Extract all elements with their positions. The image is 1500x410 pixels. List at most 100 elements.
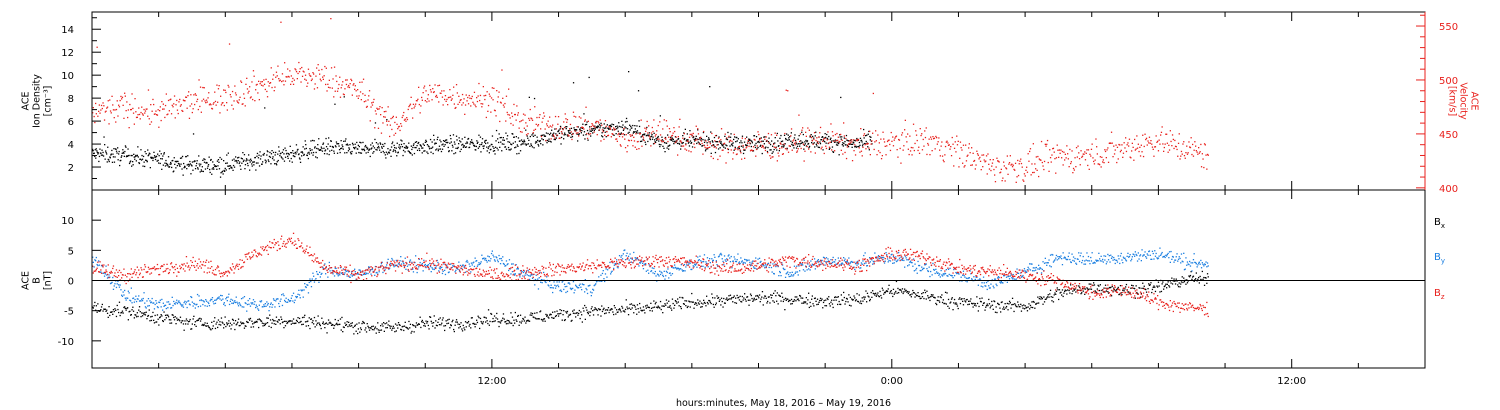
data-point xyxy=(982,304,984,306)
data-point xyxy=(953,147,956,149)
data-point xyxy=(432,91,435,94)
data-point xyxy=(266,304,269,306)
data-point xyxy=(822,149,824,151)
data-point xyxy=(570,127,573,129)
data-point xyxy=(693,138,695,141)
data-point xyxy=(1000,301,1002,304)
data-point xyxy=(253,161,255,163)
data-point xyxy=(471,139,473,141)
data-point xyxy=(1094,290,1096,292)
data-point xyxy=(159,150,161,152)
data-point xyxy=(707,148,709,150)
data-point xyxy=(712,303,714,306)
data-point xyxy=(1206,153,1209,156)
data-point xyxy=(209,171,211,174)
data-point xyxy=(808,146,810,149)
data-point xyxy=(1180,281,1183,283)
data-point xyxy=(313,140,315,142)
data-point xyxy=(377,322,379,324)
data-point xyxy=(330,67,333,69)
data-point xyxy=(149,320,151,322)
data-point xyxy=(135,300,138,303)
data-point xyxy=(793,147,795,149)
data-point xyxy=(670,136,672,138)
data-point xyxy=(121,96,124,98)
data-point xyxy=(1075,291,1077,293)
data-point xyxy=(455,84,458,86)
data-point xyxy=(1159,143,1161,145)
data-point xyxy=(919,128,921,130)
data-point xyxy=(764,136,766,138)
data-point xyxy=(426,264,429,267)
data-point xyxy=(972,152,974,154)
data-point xyxy=(581,314,583,316)
data-point xyxy=(381,323,383,325)
data-point xyxy=(406,265,409,267)
data-point xyxy=(738,299,741,301)
data-point xyxy=(155,110,157,112)
data-point xyxy=(188,165,190,167)
data-point xyxy=(372,325,374,327)
data-point xyxy=(787,298,789,300)
data-point xyxy=(1168,144,1170,146)
data-point xyxy=(272,156,274,158)
data-point xyxy=(274,154,276,156)
data-point xyxy=(1189,274,1192,277)
data-point xyxy=(233,100,235,102)
data-point xyxy=(116,304,118,307)
data-point xyxy=(816,140,819,143)
data-point xyxy=(729,294,732,296)
data-point xyxy=(297,148,299,151)
data-point xyxy=(110,153,112,155)
data-point xyxy=(173,319,176,321)
data-point xyxy=(1093,284,1096,286)
data-point xyxy=(398,144,400,146)
data-point xyxy=(370,327,372,329)
data-point xyxy=(444,144,446,146)
data-point xyxy=(376,328,378,330)
data-point xyxy=(395,147,397,149)
data-point xyxy=(547,132,549,135)
data-point xyxy=(267,317,269,319)
data-point xyxy=(411,154,413,156)
data-point xyxy=(1200,278,1202,281)
data-point xyxy=(1126,144,1128,146)
data-point xyxy=(642,139,644,141)
data-point xyxy=(857,138,860,141)
data-point xyxy=(258,318,260,320)
data-point xyxy=(269,303,272,305)
data-point xyxy=(551,129,553,131)
data-point xyxy=(624,308,627,311)
data-point xyxy=(1189,276,1191,278)
data-point xyxy=(926,153,928,156)
data-point xyxy=(512,142,514,144)
data-point xyxy=(505,95,508,97)
data-point xyxy=(502,104,505,106)
data-point xyxy=(260,301,262,303)
data-point xyxy=(837,139,839,141)
data-point xyxy=(1125,150,1128,153)
data-point xyxy=(1198,152,1200,154)
data-point xyxy=(697,302,700,304)
data-point xyxy=(569,314,571,316)
data-point xyxy=(773,146,775,148)
data-point xyxy=(1059,152,1061,154)
data-point xyxy=(647,140,649,143)
data-point xyxy=(683,303,685,305)
data-point xyxy=(1134,288,1136,290)
data-point xyxy=(444,325,447,327)
data-point xyxy=(1186,153,1189,155)
data-point xyxy=(96,151,98,153)
data-point xyxy=(1195,278,1197,280)
data-point xyxy=(868,147,870,149)
data-point xyxy=(193,94,195,96)
data-point xyxy=(991,162,994,164)
data-point xyxy=(292,318,295,320)
data-point xyxy=(732,301,734,303)
data-point xyxy=(605,312,607,314)
data-point xyxy=(115,315,118,318)
data-point xyxy=(402,325,404,328)
data-point xyxy=(1145,137,1148,139)
data-point xyxy=(415,103,417,105)
data-point xyxy=(555,314,557,317)
